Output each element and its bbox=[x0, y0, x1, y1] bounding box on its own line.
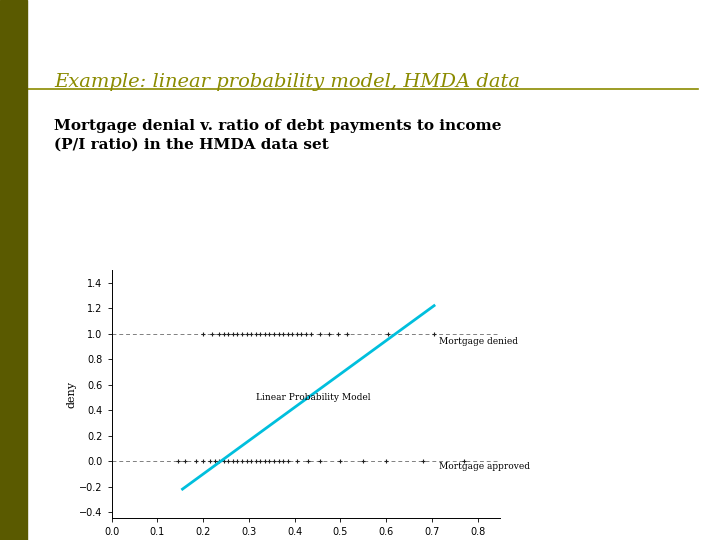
Text: Linear Probability Model: Linear Probability Model bbox=[256, 393, 370, 402]
Text: Mortgage approved: Mortgage approved bbox=[438, 462, 530, 471]
Text: Mortgage denied: Mortgage denied bbox=[438, 337, 518, 346]
Y-axis label: deny: deny bbox=[66, 381, 76, 408]
Text: Example: linear probability model, HMDA data: Example: linear probability model, HMDA … bbox=[54, 73, 520, 91]
Text: Mortgage denial v. ratio of debt payments to income
(P/I ratio) in the HMDA data: Mortgage denial v. ratio of debt payment… bbox=[54, 119, 502, 151]
